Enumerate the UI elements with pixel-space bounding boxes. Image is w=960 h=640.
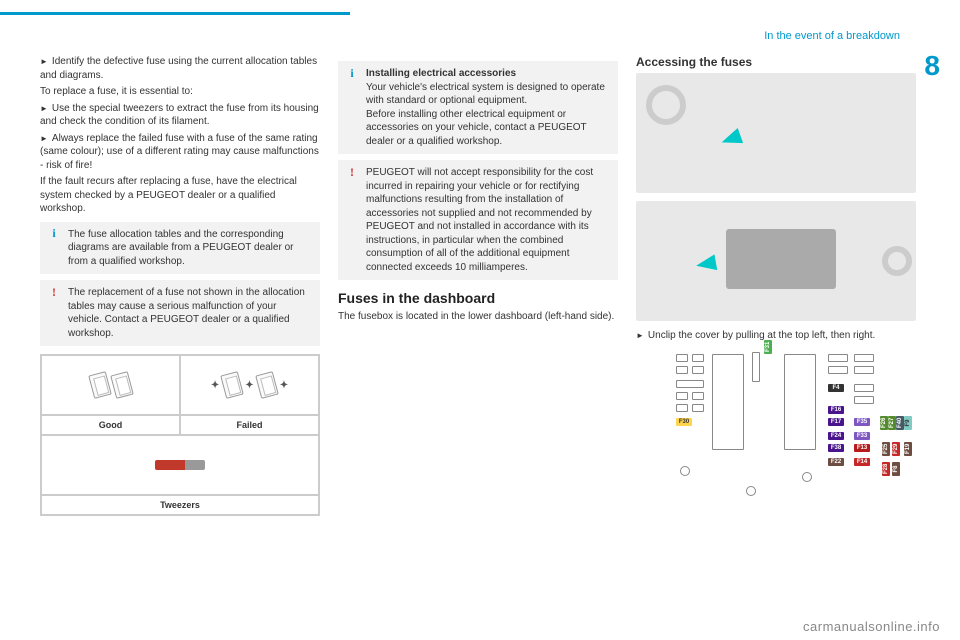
fuse-label: F29 — [892, 441, 900, 455]
fuse-label: F33 — [854, 432, 870, 440]
label-good: Good — [41, 415, 180, 435]
failed-fuse-img: ✦✦✦ — [180, 355, 319, 415]
good-fuse-img — [41, 355, 180, 415]
steering-wheel-icon — [882, 246, 912, 276]
fuse-label: F22 — [828, 458, 844, 466]
fuse-label: F30 — [676, 418, 692, 426]
fuse-label: F9 — [904, 416, 912, 430]
fuse-label: F25 — [882, 441, 890, 455]
fuse-label: F26 — [880, 415, 888, 429]
watermark: carmanualsonline.info — [803, 619, 940, 634]
fuse-label: F8 — [892, 462, 900, 476]
c1-p4: Always replace the failed fuse with a fu… — [40, 132, 320, 173]
fuse-label: F31 — [764, 339, 772, 353]
c2-warn-text: PEUGEOT will not accept responsibility f… — [366, 167, 593, 273]
fuse-label: F16 — [828, 406, 844, 414]
column-3: Accessing the fuses Unclip the cover by … — [636, 55, 916, 516]
fuse-label: F40 — [896, 415, 904, 429]
c3-heading: Accessing the fuses — [636, 55, 916, 69]
top-accent-bar — [0, 12, 350, 15]
c2-heading: Fuses in the dashboard — [338, 290, 618, 306]
tweezers-img — [41, 435, 319, 495]
warn-icon: ! — [344, 164, 360, 180]
fuse-label: F24 — [828, 432, 844, 440]
c1-info-box: i The fuse allocation tables and the cor… — [40, 222, 320, 275]
fuse-label: F27 — [888, 415, 896, 429]
label-tweezers: Tweezers — [41, 495, 319, 515]
warn-icon: ! — [46, 284, 62, 300]
c2-info-title: Installing electrical accessories — [366, 68, 516, 79]
arrow-icon — [719, 128, 743, 150]
c2-p1: The fusebox is located in the lower dash… — [338, 310, 618, 324]
fusebox-diagram: F31F30F4F16F17F35F24F33F38F13F22F14F26F2… — [636, 346, 916, 506]
header-section-title: In the event of a breakdown — [764, 30, 900, 42]
fuse-label: F14 — [854, 458, 870, 466]
fuse-label: F19 — [904, 441, 912, 455]
c1-warn-box: ! The replacement of a fuse not shown in… — [40, 280, 320, 346]
info-icon: i — [344, 65, 360, 81]
c2-info-box: i Installing electrical accessories Your… — [338, 61, 618, 154]
content-columns: Identify the defective fuse using the cu… — [40, 55, 920, 516]
steering-wheel-icon — [646, 85, 686, 125]
fuse-label: F17 — [828, 418, 844, 426]
fuse-table: ✦✦✦ Good Failed Tweezers — [40, 354, 320, 516]
fuse-label: F38 — [828, 444, 844, 452]
c1-warn-text: The replacement of a fuse not shown in t… — [68, 287, 305, 339]
info-icon: i — [46, 226, 62, 242]
column-1: Identify the defective fuse using the cu… — [40, 55, 320, 516]
c1-p3: Use the special tweezers to extract the … — [40, 102, 320, 129]
c2-info-body: Your vehicle's electrical system is desi… — [366, 82, 605, 147]
fuse-label: F35 — [854, 418, 870, 426]
arrow-icon — [695, 254, 717, 273]
c1-p2: To replace a fuse, it is essential to: — [40, 85, 320, 99]
c1-info-text: The fuse allocation tables and the corre… — [68, 229, 293, 267]
fusebox-cover — [726, 229, 836, 289]
fuse-label: F4 — [828, 384, 844, 392]
fuse-label: F13 — [854, 444, 870, 452]
label-failed: Failed — [180, 415, 319, 435]
c2-warn-box: ! PEUGEOT will not accept responsibility… — [338, 160, 618, 280]
chapter-number: 8 — [924, 50, 940, 82]
c3-p1: Unclip the cover by pulling at the top l… — [636, 329, 916, 343]
fuse-label: F28 — [882, 461, 890, 475]
column-2: i Installing electrical accessories Your… — [338, 55, 618, 516]
dashboard-image-2 — [636, 201, 916, 321]
c1-p5: If the fault recurs after replacing a fu… — [40, 175, 320, 216]
dashboard-image-1 — [636, 73, 916, 193]
c1-p1: Identify the defective fuse using the cu… — [40, 55, 320, 82]
